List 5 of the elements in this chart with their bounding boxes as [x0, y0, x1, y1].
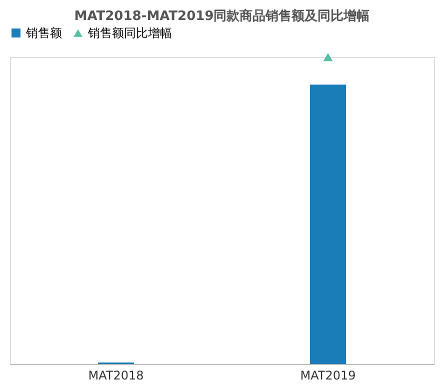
x-tick-label: MAT2019 — [300, 368, 356, 382]
chart-title: MAT2018-MAT2019同款商品销售额及同比增幅 — [74, 8, 370, 24]
legend-label: 销售额同比增幅 — [87, 26, 172, 40]
x-tick-label: MAT2018 — [88, 368, 144, 382]
legend-label: 销售额 — [25, 26, 62, 40]
